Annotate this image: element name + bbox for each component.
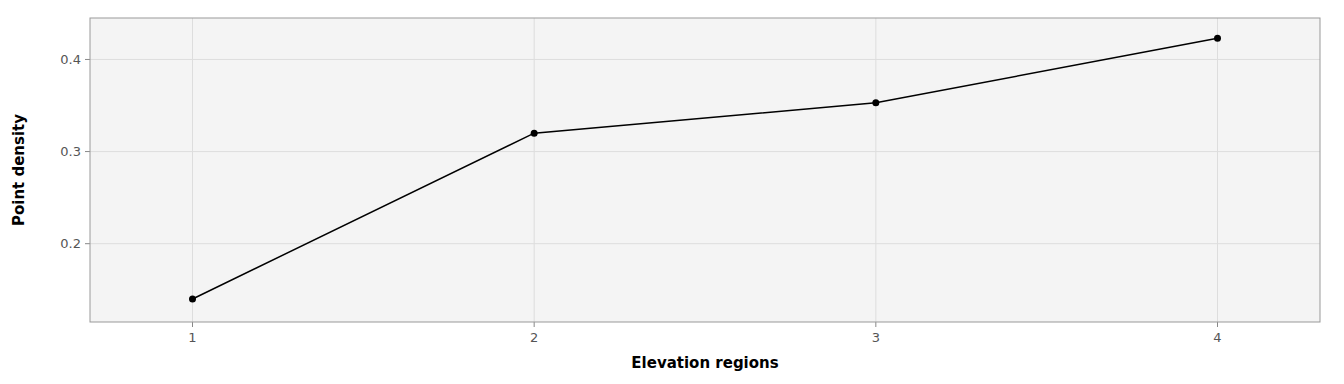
- plot-background: [90, 18, 1320, 322]
- x-tick: [192, 322, 193, 327]
- y-axis-label: Point density: [10, 114, 28, 226]
- y-grid-line: [90, 243, 1320, 244]
- point: [189, 295, 196, 302]
- x-grid-line: [1217, 18, 1218, 322]
- x-axis-label: Elevation regions: [631, 354, 778, 372]
- chart-svg: 1 2 3 4 0.2 0.3 0.4 Elevation regions Point dens…: [0, 0, 1344, 384]
- y-grid-line: [90, 59, 1320, 60]
- y-tick: [85, 243, 90, 244]
- x-tick-label: 4: [1213, 330, 1221, 345]
- point: [531, 130, 538, 137]
- grid: [90, 18, 1320, 322]
- point: [1214, 35, 1221, 42]
- y-grid-line: [90, 151, 1320, 152]
- chart-container: 1 2 3 4 0.2 0.3 0.4 Elevation regions Point dens…: [0, 0, 1344, 384]
- point: [872, 99, 879, 106]
- x-grid-line: [875, 18, 876, 322]
- data-group: [189, 35, 1221, 303]
- line: [193, 38, 1218, 299]
- y-tick-label: 0.2: [60, 236, 81, 251]
- y-tick-label: 0.4: [60, 52, 81, 67]
- x-tick: [1217, 322, 1218, 327]
- x-grid-line: [192, 18, 193, 322]
- y-tick: [85, 59, 90, 60]
- y-tick: [85, 151, 90, 152]
- x-tick-label: 1: [188, 330, 196, 345]
- x-tick: [534, 322, 535, 327]
- x-tick-label: 2: [530, 330, 538, 345]
- y-tick-label: 0.3: [60, 144, 81, 159]
- x-tick-label: 3: [872, 330, 880, 345]
- x-grid-line: [534, 18, 535, 322]
- plot-frame: [90, 18, 1320, 322]
- x-tick: [875, 322, 876, 327]
